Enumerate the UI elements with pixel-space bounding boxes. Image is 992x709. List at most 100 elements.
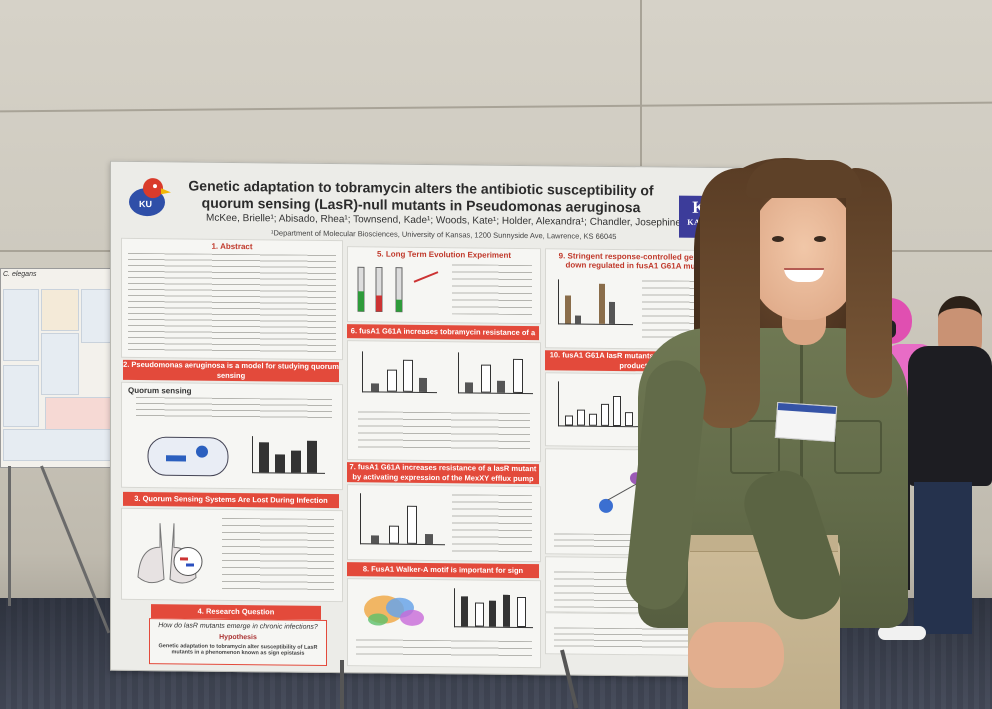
hair-top xyxy=(746,160,862,198)
chart-bar xyxy=(371,383,379,392)
smile xyxy=(784,268,824,282)
walker-chart xyxy=(454,588,533,629)
man-jeans xyxy=(914,482,972,634)
walker-heading: 8. FusA1 Walker-A motif is important for… xyxy=(347,562,539,588)
chart-bar xyxy=(259,442,269,473)
left-poster: C. elegans xyxy=(0,268,118,468)
man-shoe xyxy=(878,626,926,640)
svg-text:KU: KU xyxy=(139,199,152,209)
chart-bar xyxy=(465,382,473,393)
wall-seam xyxy=(640,0,642,180)
hypothesis-label: Hypothesis xyxy=(219,633,257,642)
chart-bar xyxy=(497,380,505,393)
shirt-pocket xyxy=(834,420,882,474)
research-question-text: How do lasR mutants emerge in chronic in… xyxy=(158,622,318,631)
chart-bar xyxy=(589,413,597,426)
hair-front-left xyxy=(700,168,760,428)
chart-bar xyxy=(577,409,585,426)
model-section: Quorum sensing xyxy=(121,381,343,491)
name-tag xyxy=(774,401,838,443)
chart-bar xyxy=(407,505,417,544)
left-poster-panel xyxy=(41,289,79,331)
fusa-chart-left xyxy=(362,351,437,394)
chart-bar xyxy=(389,525,399,544)
model-text xyxy=(136,396,332,420)
lost-section xyxy=(121,507,343,603)
name-tag-stripe xyxy=(777,403,837,415)
chart-bar xyxy=(307,440,317,473)
protein-structure-illustration xyxy=(364,595,424,626)
mexxy-text xyxy=(452,494,532,554)
easel-leg xyxy=(340,660,344,709)
chart-bar xyxy=(461,596,468,627)
chart-bar xyxy=(425,533,433,545)
quorum-sensing-diagram xyxy=(147,436,229,477)
chart-bar xyxy=(513,358,523,394)
chart-bar xyxy=(481,364,491,393)
research-poster: KU Genetic adaptation to tobramycin alte… xyxy=(110,160,744,678)
chart-bar xyxy=(503,594,510,627)
chart-bar xyxy=(625,412,633,427)
mexxy-heading: 7. fusA1 G61A increases resistance of a … xyxy=(347,462,539,485)
research-question-section: How do lasR mutants emerge in chronic in… xyxy=(149,618,327,666)
abstract-text xyxy=(128,252,336,356)
model-heading: 2. Pseudomonas aeruginosa is a model for… xyxy=(123,359,339,383)
lungs-illustration xyxy=(137,523,203,584)
hair-front-right xyxy=(846,168,892,398)
fusa-text xyxy=(358,411,530,454)
chart-bar xyxy=(475,602,484,627)
lost-heading: 3. Quorum Sensing Systems Are Lost Durin… xyxy=(123,491,339,509)
chart-bar xyxy=(575,315,581,324)
chart-bar xyxy=(291,450,301,473)
face xyxy=(752,188,856,320)
shirt-placket xyxy=(800,345,803,545)
evolution-heading: 5. Long Term Evolution Experiment xyxy=(376,249,512,260)
abstract-section: 1. Abstract xyxy=(121,237,343,361)
left-poster-title: C. elegans xyxy=(3,271,37,278)
quorum-sensing-label: Quorum sensing xyxy=(128,385,192,396)
left-poster-panel xyxy=(3,429,115,461)
hands xyxy=(688,622,784,688)
left-eye xyxy=(772,236,784,242)
chart-bar xyxy=(371,535,379,544)
stringent-chart xyxy=(558,279,633,326)
walker-section xyxy=(347,578,541,669)
evolution-tubes-diagram xyxy=(357,266,439,313)
ros-chart xyxy=(558,381,645,428)
man-jacket xyxy=(908,346,992,486)
poster-title: Genetic adaptation to tobramycin alters … xyxy=(188,177,654,216)
walker-text xyxy=(356,639,532,662)
mexxy-section xyxy=(347,484,541,563)
jayhawk-mascot-icon: KU xyxy=(129,178,171,217)
left-poster-panel xyxy=(81,289,115,343)
chart-bar xyxy=(565,295,571,324)
chart-bar xyxy=(601,403,609,426)
chart-bar xyxy=(387,369,397,392)
shirt-pocket xyxy=(730,420,780,474)
hypothesis-text: Genetic adaptation to tobramycin alter s… xyxy=(158,643,318,657)
chart-bar xyxy=(613,395,621,427)
evolution-text xyxy=(452,264,532,316)
chart-bar xyxy=(489,600,496,627)
lost-text xyxy=(222,517,334,592)
chart-bar xyxy=(403,359,413,392)
chart-bar xyxy=(419,377,427,392)
chart-bar xyxy=(609,301,615,324)
abstract-heading: 1. Abstract xyxy=(211,241,253,252)
evolution-section: 5. Long Term Evolution Experiment xyxy=(347,246,541,325)
chart-bar xyxy=(275,454,285,473)
qs-bar-chart xyxy=(252,436,325,474)
right-eye xyxy=(814,236,826,242)
easel-leg xyxy=(8,466,11,606)
mexxy-chart xyxy=(360,493,445,546)
background-person-man xyxy=(878,296,992,646)
chart-bar xyxy=(565,415,573,426)
chart-bar xyxy=(599,283,605,324)
chart-bar xyxy=(517,596,526,628)
fusa-section xyxy=(347,340,541,463)
left-poster-panel xyxy=(41,333,79,395)
left-poster-panel xyxy=(3,289,39,361)
left-poster-panel xyxy=(3,365,39,427)
fusa-heading: 6. fusA1 G61A increases tobramycin resis… xyxy=(347,324,539,350)
